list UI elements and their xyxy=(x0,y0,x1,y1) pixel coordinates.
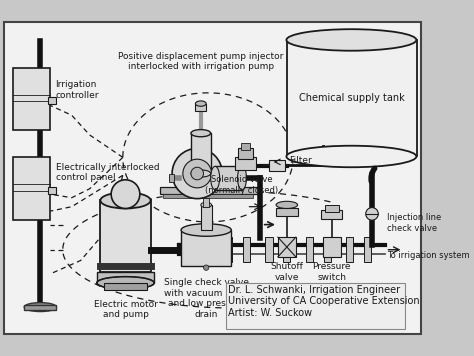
Bar xyxy=(269,160,285,171)
Text: Single check valve
with vacuum relief
and low pressure
drain: Single check valve with vacuum relief an… xyxy=(164,278,249,319)
Text: Pressure
switch: Pressure switch xyxy=(312,262,351,282)
Text: Electrically interlocked
control panel: Electrically interlocked control panel xyxy=(55,163,159,182)
Circle shape xyxy=(191,167,203,180)
Text: Irrigation
controller: Irrigation controller xyxy=(55,80,99,100)
Bar xyxy=(12,68,50,131)
Bar xyxy=(346,237,353,262)
Bar xyxy=(97,272,154,283)
Bar xyxy=(100,200,151,272)
Ellipse shape xyxy=(191,170,210,177)
Ellipse shape xyxy=(237,166,246,190)
Ellipse shape xyxy=(201,202,211,208)
Bar xyxy=(160,187,258,194)
Bar xyxy=(306,237,313,262)
Ellipse shape xyxy=(24,303,56,312)
Bar xyxy=(265,237,273,262)
Bar xyxy=(278,237,296,257)
Ellipse shape xyxy=(286,29,416,51)
Bar xyxy=(241,143,250,150)
Circle shape xyxy=(172,148,222,199)
Ellipse shape xyxy=(276,201,298,209)
Bar xyxy=(195,104,206,111)
Bar xyxy=(364,237,371,262)
Bar xyxy=(321,210,342,219)
Text: Injection line
check valve: Injection line check valve xyxy=(387,213,441,232)
Bar xyxy=(48,187,55,194)
Text: Positive displacement pump injector
interlocked with irrigation pump: Positive displacement pump injector inte… xyxy=(118,52,283,71)
Circle shape xyxy=(203,265,209,270)
Text: Filter: Filter xyxy=(289,156,311,164)
Text: To irrigation system: To irrigation system xyxy=(387,251,470,260)
Bar xyxy=(215,166,242,190)
Ellipse shape xyxy=(195,101,206,106)
Bar xyxy=(225,237,232,262)
Ellipse shape xyxy=(191,130,210,137)
Circle shape xyxy=(366,208,378,220)
Bar xyxy=(238,148,253,159)
Bar xyxy=(287,40,417,157)
Ellipse shape xyxy=(100,192,151,209)
Circle shape xyxy=(183,159,211,188)
Ellipse shape xyxy=(286,146,416,167)
Bar xyxy=(12,157,50,220)
Text: Shutoff
valve: Shutoff valve xyxy=(270,262,303,282)
Bar xyxy=(24,305,56,310)
Bar xyxy=(226,283,405,330)
Bar xyxy=(181,230,231,266)
Bar xyxy=(163,194,253,198)
Bar xyxy=(207,237,214,262)
Bar xyxy=(276,209,298,216)
Text: Dr. L. Schwanki, Irrigation Engineer
University of CA Cooperative Extension
Arti: Dr. L. Schwanki, Irrigation Engineer Uni… xyxy=(228,285,419,318)
Bar xyxy=(235,157,256,170)
Bar xyxy=(203,198,209,207)
Ellipse shape xyxy=(97,277,154,289)
Bar xyxy=(169,174,174,182)
Circle shape xyxy=(111,180,140,209)
Text: Chemical supply tank: Chemical supply tank xyxy=(299,93,404,103)
Bar xyxy=(189,237,196,262)
Bar xyxy=(324,237,331,262)
Bar xyxy=(323,237,341,257)
Bar xyxy=(283,237,291,262)
Ellipse shape xyxy=(181,224,231,236)
Bar xyxy=(104,283,147,290)
Bar xyxy=(191,133,210,173)
Bar xyxy=(48,97,55,105)
Bar xyxy=(201,205,211,230)
Bar xyxy=(325,205,339,212)
Ellipse shape xyxy=(210,166,219,190)
Text: Electric motor
and pump: Electric motor and pump xyxy=(93,300,157,319)
Text: Solenoid valve
(normally closed): Solenoid valve (normally closed) xyxy=(205,175,279,195)
Bar xyxy=(243,237,250,262)
